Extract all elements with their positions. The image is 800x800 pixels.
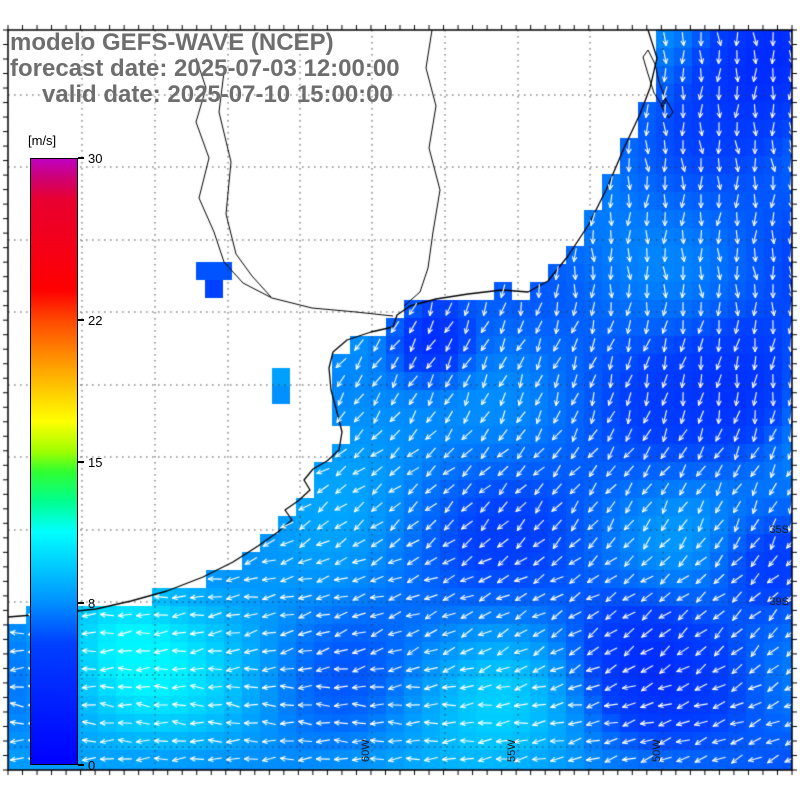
longitude-label: 50W <box>651 739 663 762</box>
colorbar-tick-mark <box>78 318 84 321</box>
colorbar-gradient <box>30 158 78 765</box>
colorbar-tick-mark <box>78 764 84 766</box>
latitude-label: 39S <box>769 596 789 608</box>
colorbar-tick-label: 30 <box>88 151 103 166</box>
colorbar-tick-label: 15 <box>88 454 103 470</box>
latitude-label: 35S <box>769 524 789 536</box>
forecast-date-label: forecast date: 2025-07-03 12:00:00 <box>10 55 400 82</box>
colorbar-tick-mark <box>78 602 84 605</box>
colorbar-tick-label: 0 <box>88 758 96 773</box>
longitude-label: 60W <box>360 739 372 762</box>
colorbar-tick-label: 8 <box>88 596 96 612</box>
colorbar-unit-label: [m/s] <box>28 133 57 148</box>
colorbar-tick-mark <box>78 460 84 463</box>
colorbar-tick-label: 22 <box>88 312 103 328</box>
valid-date-label: valid date: 2025-07-10 15:00:00 <box>42 81 393 108</box>
model-title: modelo GEFS-WAVE (NCEP) <box>10 29 334 56</box>
colorbar-tick-mark <box>78 157 84 159</box>
longitude-label: 55W <box>506 739 518 762</box>
